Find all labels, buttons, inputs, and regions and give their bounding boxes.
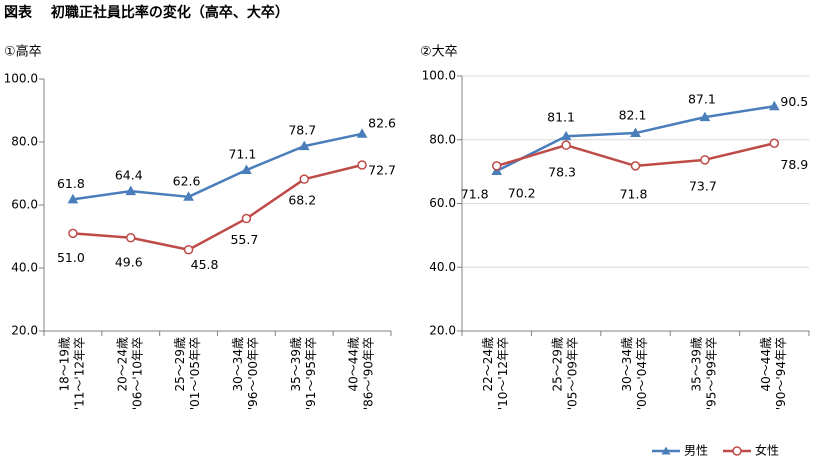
- uni-category-label: 30～34歳: [620, 337, 634, 392]
- legend-male-marker: [661, 446, 671, 455]
- uni-male-point: [768, 100, 780, 111]
- hs-female-line: [72, 163, 363, 251]
- hs-male-point: [298, 140, 310, 151]
- hs-male-line: [72, 132, 363, 201]
- uni-female-data-label: 78.3: [548, 165, 576, 180]
- hs-female-data-label: 55.7: [230, 232, 258, 247]
- uni-category-label: '90～'94年卒: [774, 337, 788, 410]
- uni-category-label: '00～'04年卒: [635, 337, 649, 410]
- uni-y-tick-label: 60.0: [429, 196, 456, 210]
- hs-category-label: 25～29歳: [173, 337, 187, 392]
- uni-female-point: [561, 140, 571, 150]
- hs-female-data-label: 51.0: [57, 250, 85, 265]
- uni-male-point: [630, 127, 641, 138]
- hs-category-label: 30～34歳: [231, 337, 245, 392]
- hs-male-point: [241, 164, 252, 175]
- hs-female-point: [241, 213, 252, 224]
- hs-category-label: '91～'95年卒: [304, 337, 318, 410]
- uni-male-point: [699, 111, 711, 122]
- hs-male-data-label: 62.6: [173, 173, 201, 188]
- hs-y-tick-label: 100.0: [4, 72, 38, 86]
- hs-subtitle: ①高卒: [4, 44, 42, 60]
- uni-female-point: [700, 155, 710, 165]
- hs-female-point: [126, 233, 136, 243]
- uni-category-label: 35～39歳: [689, 337, 703, 392]
- hs-y-tick-label: 40.0: [11, 261, 38, 275]
- hs-category-label: 18～19歳: [57, 337, 71, 392]
- uni-male-point: [560, 130, 572, 141]
- hs-category-label: '96～'00年卒: [246, 337, 260, 410]
- uni-y-tick-label: 80.0: [429, 132, 456, 146]
- uni-y-tick-label: 40.0: [429, 260, 456, 274]
- hs-female-point: [183, 244, 194, 255]
- hs-male-data-label: 64.4: [115, 168, 143, 183]
- hs-female-point: [357, 160, 367, 170]
- uni-female-point: [630, 161, 641, 171]
- hs-male-data-label: 71.1: [228, 147, 256, 162]
- uni-female-data-label: 73.7: [689, 178, 717, 193]
- uni-male-data-label: 81.1: [547, 110, 575, 125]
- legend-female-label: 女性: [755, 443, 779, 457]
- hs-female-point: [299, 174, 309, 184]
- hs-y-tick-label: 20.0: [11, 324, 38, 338]
- uni-category-label: 40～44歳: [759, 337, 773, 392]
- legend-female-marker: [732, 446, 742, 456]
- uni-male-data-label: 90.5: [780, 94, 808, 109]
- uni-female-data-label: 71.8: [461, 186, 489, 201]
- hs-female-data-label: 68.2: [288, 193, 316, 208]
- hs-category-label: 20～24歳: [115, 337, 129, 392]
- uni-female-data-label: 71.8: [620, 186, 648, 201]
- hs-female-data-label: 49.6: [115, 254, 143, 269]
- hs-category-label: 35～39歳: [289, 337, 303, 392]
- hs-female-data-label: 45.8: [191, 257, 219, 272]
- uni-category-label: 22～24歳: [481, 337, 495, 392]
- hs-category-label: 40～44歳: [347, 337, 361, 392]
- uni-male-data-label: 70.2: [508, 185, 536, 200]
- uni-category-label: 25～29歳: [551, 337, 565, 392]
- uni-category-label: '05～'09年卒: [566, 337, 580, 410]
- hs-y-tick-label: 80.0: [11, 135, 38, 149]
- hs-male-point: [183, 191, 194, 201]
- hs-male-data-label: 82.6: [368, 115, 396, 130]
- hs-female-point: [68, 228, 78, 239]
- hs-male-data-label: 61.8: [57, 176, 85, 191]
- hs-y-tick-label: 60.0: [11, 198, 38, 212]
- uni-male-data-label: 87.1: [688, 92, 716, 107]
- uni-y-tick-label: 100.0: [422, 69, 456, 83]
- uni-female-data-label: 78.9: [780, 157, 808, 172]
- hs-male-point: [356, 128, 368, 138]
- uni-male-data-label: 82.1: [619, 108, 647, 123]
- hs-male-point: [125, 185, 137, 196]
- hs-female-data-label: 72.7: [368, 162, 396, 177]
- uni-category-label: '95～'99年卒: [704, 337, 718, 410]
- hs-category-label: '86～'90年卒: [362, 337, 376, 410]
- uni-subtitle: ②大卒: [420, 45, 458, 60]
- uni-category-label: '10～'12年卒: [496, 337, 510, 410]
- figure-title: 図表 初職正社員比率の変化（高卒、大卒）: [4, 5, 289, 21]
- uni-female-point: [769, 138, 780, 149]
- hs-male-data-label: 78.7: [288, 123, 316, 138]
- uni-y-tick-label: 20.0: [429, 324, 456, 338]
- hs-category-label: '01～'05年卒: [188, 337, 202, 410]
- hs-category-label: '11～'12年卒: [72, 337, 86, 410]
- legend-male-label: 男性: [684, 444, 708, 457]
- hs-category-label: '06～'10年卒: [130, 337, 144, 410]
- uni-female-point: [491, 161, 502, 171]
- hs-male-point: [67, 193, 79, 204]
